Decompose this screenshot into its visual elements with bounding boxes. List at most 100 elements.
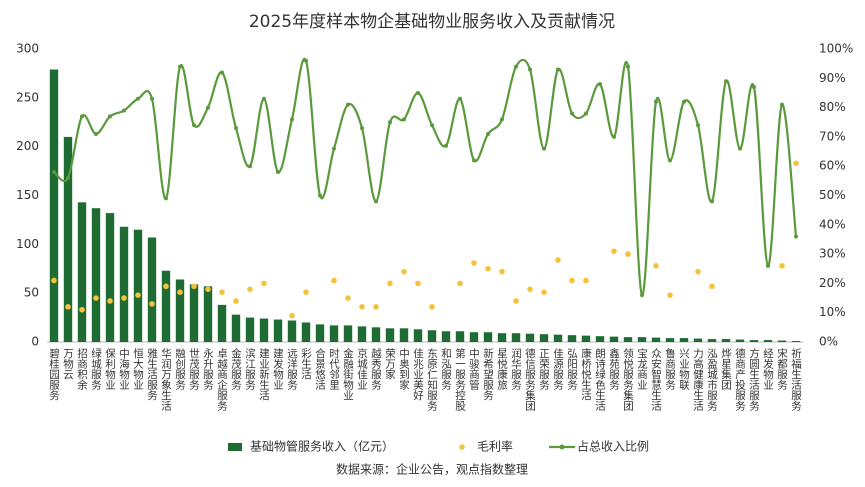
bar — [651, 337, 661, 342]
margin-dot — [401, 268, 407, 275]
line-marker — [514, 64, 518, 69]
x-tick-label: 招商积余 — [76, 347, 88, 391]
bar — [623, 337, 633, 342]
line-marker — [234, 126, 238, 131]
x-tick-label: 华润万象生活 — [160, 347, 172, 412]
x-tick-label: 绿城服务 — [90, 347, 102, 391]
bar — [203, 286, 213, 342]
x-tick-label: 金茂服务 — [230, 347, 242, 391]
x-tick-label: 彩生活 — [300, 348, 312, 380]
bar — [231, 314, 241, 342]
bar — [427, 330, 437, 342]
margin-dot — [611, 248, 617, 254]
line-marker — [682, 99, 686, 104]
x-tick-label: 中海物业 — [118, 347, 130, 390]
line-marker — [192, 123, 196, 128]
line-marker — [556, 67, 560, 72]
margin-dot — [555, 257, 561, 263]
line-marker — [710, 199, 714, 204]
margin-dot — [569, 277, 575, 284]
margin-dot — [513, 298, 519, 304]
x-tick-label: 第一服务控股 — [454, 347, 466, 412]
margin-dot — [163, 283, 169, 290]
margin-dot — [471, 260, 477, 266]
line-marker — [570, 111, 574, 116]
line-marker — [304, 58, 308, 63]
margin-dot — [177, 289, 183, 295]
legend-label: 基础物管服务收入（亿元） — [250, 439, 394, 454]
line-marker — [262, 96, 266, 101]
line-marker — [794, 234, 798, 239]
margin-dot — [261, 280, 267, 287]
bar — [259, 318, 269, 342]
x-tick-label: 经发物业 — [762, 347, 774, 390]
x-tick-label: 远洋服务 — [286, 348, 298, 391]
line-marker — [416, 90, 420, 95]
bar — [679, 338, 689, 342]
line-marker — [388, 120, 392, 125]
margin-dot — [387, 280, 393, 287]
x-tick-label: 弘阳服务 — [566, 348, 578, 391]
bar — [175, 279, 185, 342]
bar — [539, 334, 549, 342]
x-tick-label: 泓盈城市服务 — [706, 348, 718, 412]
x-tick-label: 兴业物联 — [678, 348, 690, 391]
y2-tick-label: 90% — [819, 71, 846, 85]
x-tick-label: 领悦服务集团 — [622, 347, 634, 412]
bar — [245, 317, 255, 342]
margin-dot — [695, 268, 701, 275]
line-marker — [640, 293, 644, 298]
x-tick-label: 碧桂园服务 — [48, 348, 60, 401]
y-tick-label: 300 — [16, 42, 39, 56]
x-tick-label: 润华服务 — [510, 347, 522, 391]
x-tick-label: 保利物业 — [104, 347, 116, 390]
line-marker — [66, 175, 70, 180]
line-marker — [94, 131, 98, 136]
line-marker — [724, 79, 728, 84]
bar — [735, 339, 745, 342]
margin-dot — [499, 268, 505, 275]
margin-dot — [233, 298, 239, 304]
x-tick-label: 德商产投服务 — [734, 347, 746, 412]
line-marker — [472, 158, 476, 163]
y2-tick-label: 50% — [819, 188, 846, 202]
margin-dot — [121, 295, 127, 301]
x-tick-label: 荣万家 — [384, 348, 396, 380]
line-marker — [150, 96, 154, 101]
bar — [553, 334, 563, 342]
x-tick-label: 合景悠活 — [314, 347, 326, 391]
x-tick-label: 康桥悦生活 — [580, 347, 592, 401]
x-tick-label: 正荣服务 — [538, 348, 550, 391]
bar — [525, 333, 535, 342]
x-tick-label: 越秀服务 — [370, 347, 382, 391]
bar — [385, 328, 395, 342]
line-marker — [402, 117, 406, 122]
x-tick-label: 雅生活服务 — [146, 347, 158, 401]
x-tick-label: 宝龙商业 — [636, 347, 648, 390]
margin-dot — [247, 286, 253, 293]
y2-tick-label: 100% — [819, 42, 853, 56]
margin-dot — [415, 280, 421, 287]
margin-dot — [793, 160, 799, 167]
bar — [693, 338, 703, 342]
margin-dot — [485, 265, 491, 272]
bar — [189, 284, 199, 342]
bar — [119, 226, 129, 342]
x-tick-label: 鑫苑服务 — [608, 347, 620, 391]
line-marker — [206, 105, 210, 110]
line-marker — [766, 263, 770, 268]
margin-dot — [457, 280, 463, 287]
line-marker — [542, 146, 546, 151]
x-tick-label: 东原仁知服务 — [426, 347, 438, 412]
line-marker — [696, 123, 700, 128]
y2-tick-label: 70% — [819, 129, 846, 143]
y2-tick-label: 60% — [819, 159, 846, 173]
line-marker — [780, 102, 784, 107]
x-tick-label: 融创服务 — [174, 348, 186, 391]
bar — [483, 332, 493, 342]
bar — [497, 333, 507, 342]
margin-dot — [331, 277, 337, 284]
bar — [91, 208, 101, 342]
y-tick-label: 0 — [31, 335, 39, 349]
x-tick-label: 世茂服务 — [188, 348, 200, 391]
